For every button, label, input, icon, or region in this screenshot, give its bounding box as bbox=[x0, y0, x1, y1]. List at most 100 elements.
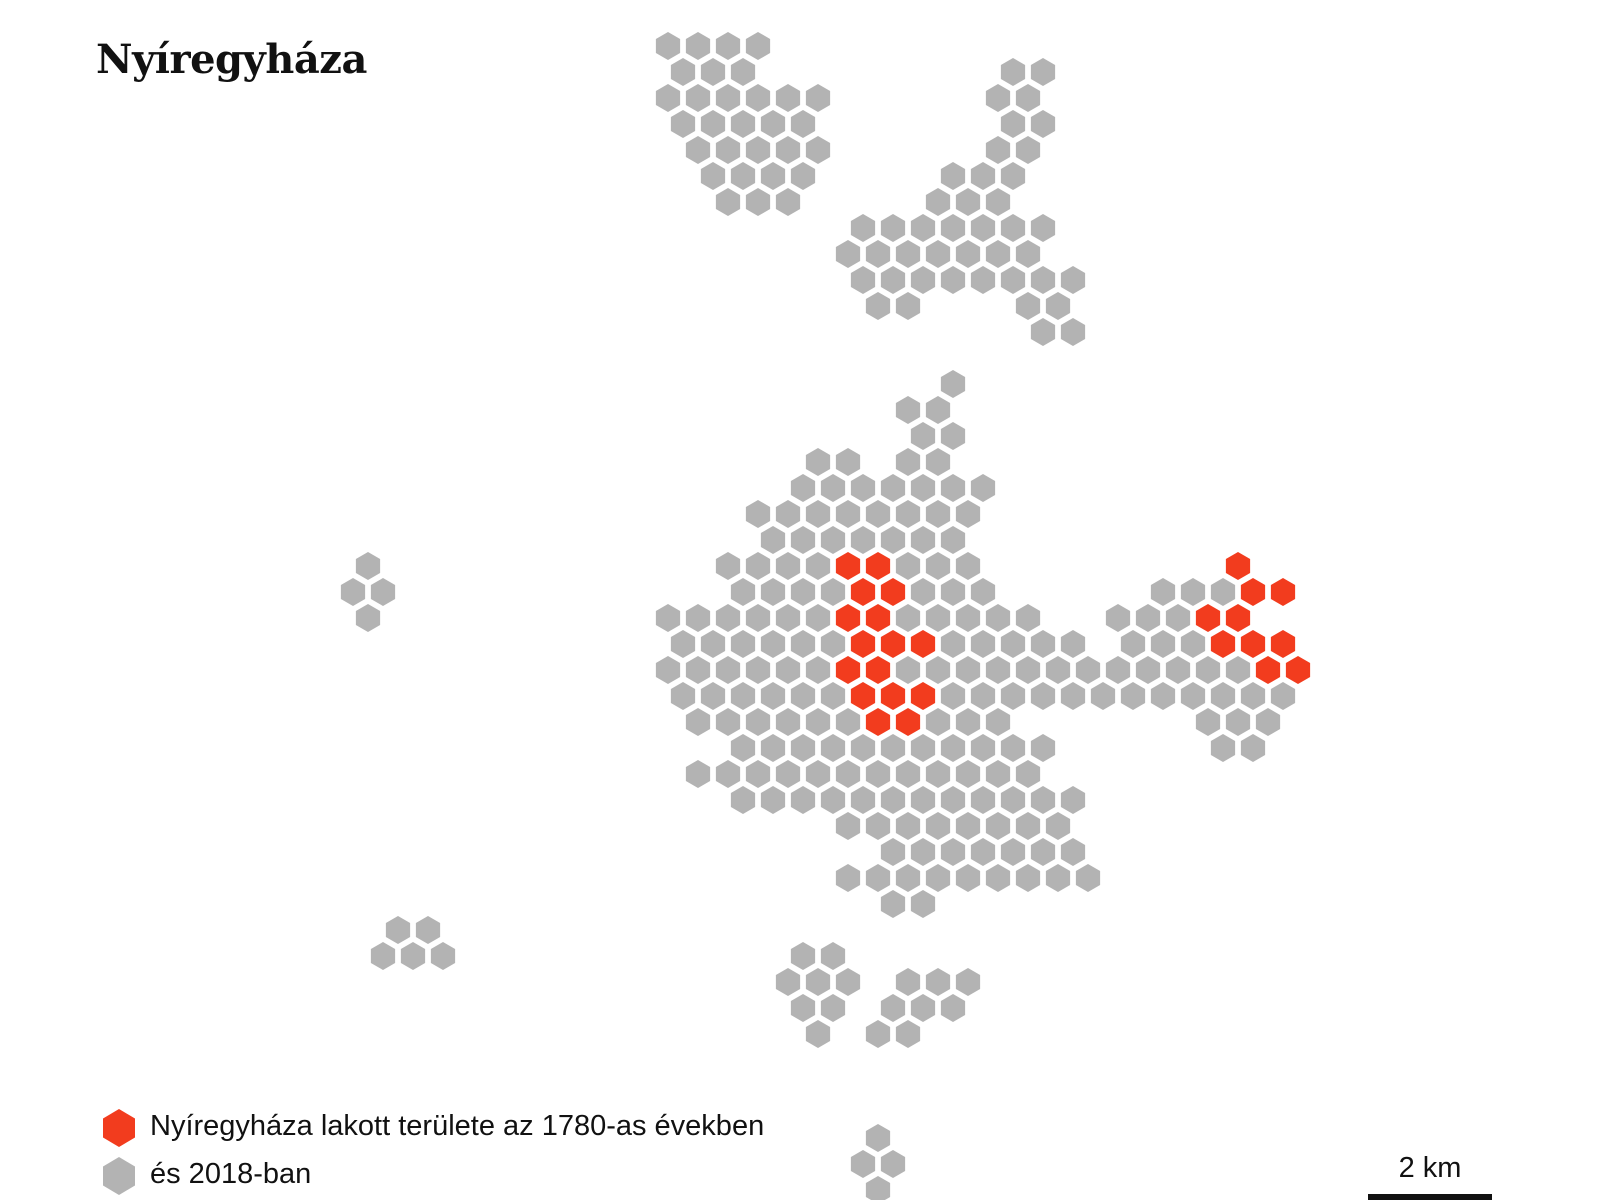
modern-area-hex bbox=[1030, 110, 1056, 138]
modern-area-hex bbox=[1135, 656, 1161, 684]
modern-area-hex bbox=[1090, 682, 1116, 710]
modern-area-hex bbox=[910, 734, 936, 762]
historic-area-hex bbox=[835, 604, 861, 632]
modern-area-hex bbox=[655, 604, 681, 632]
modern-area-hex bbox=[1255, 708, 1281, 736]
modern-area-hex bbox=[910, 474, 936, 502]
modern-area-hex bbox=[985, 812, 1011, 840]
modern-area-hex bbox=[1015, 136, 1041, 164]
modern-area-hex bbox=[955, 968, 981, 996]
modern-area-hex bbox=[775, 604, 801, 632]
historic-area-hex bbox=[850, 682, 876, 710]
modern-area-hex bbox=[865, 864, 891, 892]
modern-area-hex bbox=[820, 526, 846, 554]
modern-area-hex bbox=[835, 708, 861, 736]
modern-area-hex bbox=[1030, 58, 1056, 86]
modern-area-hex bbox=[835, 448, 861, 476]
modern-area-hex bbox=[1015, 84, 1041, 112]
modern-area-hex bbox=[1000, 162, 1026, 190]
modern-area-hex bbox=[910, 786, 936, 814]
modern-area-hex bbox=[820, 786, 846, 814]
modern-area-hex bbox=[1000, 58, 1026, 86]
modern-area-hex bbox=[730, 58, 756, 86]
modern-area-hex bbox=[940, 526, 966, 554]
modern-area-hex bbox=[805, 136, 831, 164]
modern-area-hex bbox=[685, 84, 711, 112]
modern-area-hex bbox=[670, 110, 696, 138]
modern-area-hex bbox=[805, 968, 831, 996]
modern-area-hex bbox=[715, 84, 741, 112]
modern-area-hex bbox=[745, 656, 771, 684]
modern-area-hex bbox=[880, 474, 906, 502]
modern-area-hex bbox=[925, 656, 951, 684]
modern-area-hex bbox=[820, 578, 846, 606]
modern-area-hex bbox=[880, 994, 906, 1022]
modern-area-hex bbox=[925, 396, 951, 424]
modern-area-hex bbox=[1180, 682, 1206, 710]
map-title: Nyíregyháza bbox=[96, 36, 367, 83]
modern-area-hex bbox=[895, 500, 921, 528]
modern-area-hex bbox=[850, 474, 876, 502]
modern-area-hex bbox=[1015, 240, 1041, 268]
historic-area-hex bbox=[835, 656, 861, 684]
modern-area-hex bbox=[985, 136, 1011, 164]
legend-label-historic: Nyíregyháza lakott területe az 1780-as é… bbox=[150, 1110, 765, 1142]
modern-area-hex bbox=[730, 630, 756, 658]
modern-area-hex bbox=[655, 656, 681, 684]
modern-area-hex bbox=[880, 890, 906, 918]
modern-area-hex bbox=[910, 838, 936, 866]
modern-area-hex bbox=[1030, 734, 1056, 762]
modern-area-hex bbox=[760, 526, 786, 554]
modern-area-hex bbox=[1030, 318, 1056, 346]
modern-area-hex bbox=[910, 578, 936, 606]
historic-area-hex bbox=[1240, 630, 1266, 658]
modern-area-hex bbox=[880, 266, 906, 294]
modern-area-hex bbox=[940, 474, 966, 502]
modern-area-hex bbox=[1105, 656, 1131, 684]
modern-area-hex bbox=[355, 552, 381, 580]
modern-area-hex bbox=[940, 370, 966, 398]
modern-area-hex bbox=[775, 708, 801, 736]
modern-area-hex bbox=[985, 760, 1011, 788]
modern-area-hex bbox=[805, 552, 831, 580]
modern-area-hex bbox=[1240, 682, 1266, 710]
modern-area-hex bbox=[775, 84, 801, 112]
modern-area-hex bbox=[790, 786, 816, 814]
modern-area-hex bbox=[1120, 682, 1146, 710]
modern-area-hex bbox=[820, 630, 846, 658]
modern-area-hex bbox=[910, 526, 936, 554]
modern-area-hex bbox=[1060, 318, 1086, 346]
modern-area-hex bbox=[925, 552, 951, 580]
modern-area-hex bbox=[790, 162, 816, 190]
modern-area-hex bbox=[955, 240, 981, 268]
modern-area-hex bbox=[1015, 864, 1041, 892]
modern-area-hex bbox=[340, 578, 366, 606]
modern-area-hex bbox=[895, 292, 921, 320]
historic-area-hex bbox=[1195, 604, 1221, 632]
modern-area-hex bbox=[955, 812, 981, 840]
modern-area-hex bbox=[1030, 214, 1056, 242]
modern-area-hex bbox=[940, 422, 966, 450]
modern-area-hex bbox=[700, 110, 726, 138]
modern-area-hex bbox=[1030, 266, 1056, 294]
modern-area-hex bbox=[1000, 214, 1026, 242]
modern-area-hex bbox=[775, 760, 801, 788]
modern-area-hex bbox=[910, 422, 936, 450]
modern-area-hex bbox=[1165, 604, 1191, 632]
modern-area-hex bbox=[745, 136, 771, 164]
modern-area-hex bbox=[880, 734, 906, 762]
historic-area-hex bbox=[1210, 630, 1236, 658]
modern-area-hex bbox=[1120, 630, 1146, 658]
modern-area-hex bbox=[775, 968, 801, 996]
modern-area-hex bbox=[895, 656, 921, 684]
modern-area-hex bbox=[715, 604, 741, 632]
modern-area-hex bbox=[880, 526, 906, 554]
modern-area-hex bbox=[760, 734, 786, 762]
modern-area-hex bbox=[865, 1124, 891, 1152]
modern-area-hex bbox=[925, 500, 951, 528]
modern-area-hex bbox=[940, 682, 966, 710]
modern-area-hex bbox=[1045, 864, 1071, 892]
historic-area-hex bbox=[1255, 656, 1281, 684]
modern-area-hex bbox=[985, 864, 1011, 892]
modern-area-hex bbox=[700, 58, 726, 86]
